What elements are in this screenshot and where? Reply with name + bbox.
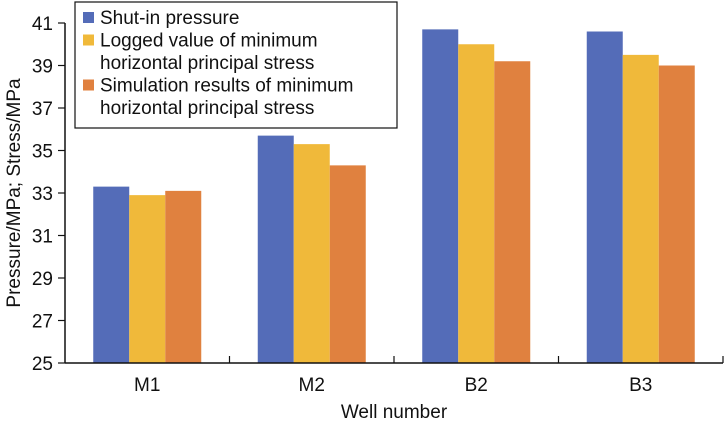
- bar-B2-series-2: [494, 61, 531, 363]
- y-tick-label: 39: [32, 57, 53, 78]
- bar-B3-series-2: [658, 65, 695, 363]
- bar-B3-series-1: [622, 54, 659, 363]
- legend-swatch: [83, 12, 94, 23]
- x-tick-label: B2: [465, 375, 488, 396]
- legend-label: Logged value of minimum: [100, 31, 318, 52]
- y-tick-label: 37: [32, 99, 53, 120]
- bar-M1-series-1: [129, 195, 166, 363]
- bar-B3-series-0: [586, 31, 623, 363]
- y-ticks: 25 27 29 31 33 35 37 39 41: [32, 14, 65, 375]
- bar-B2-series-0: [422, 29, 459, 363]
- legend-label: Simulation results of minimum: [100, 76, 353, 97]
- x-ticks: M1 M2 B2 B3: [134, 356, 724, 396]
- bar-B2-series-1: [458, 44, 495, 363]
- y-tick-label: 27: [32, 312, 53, 333]
- y-tick-label: 33: [32, 184, 53, 205]
- bar-M1-series-2: [165, 190, 202, 363]
- y-tick-label: 31: [32, 227, 53, 248]
- x-axis-title: Well number: [341, 402, 448, 423]
- bar-M1-series-0: [93, 186, 130, 363]
- bars-layer: [93, 29, 695, 363]
- x-tick-label: B3: [629, 375, 652, 396]
- y-tick-label: 41: [32, 14, 53, 35]
- legend-label: horizontal principal stress: [100, 53, 314, 74]
- y-tick-label: 35: [32, 142, 53, 163]
- y-tick-label: 25: [32, 354, 53, 375]
- x-tick-label: M2: [299, 375, 325, 396]
- bar-M2-series-2: [329, 165, 366, 363]
- legend-box: [74, 1, 398, 129]
- bar-M2-series-0: [257, 135, 294, 363]
- legend-swatch: [83, 34, 94, 46]
- bar-M2-series-1: [293, 144, 330, 363]
- y-axis-title: Pressure/MPa; Stress/MPa: [4, 78, 25, 308]
- x-tick-label: M1: [134, 375, 160, 396]
- legend-label: horizontal principal stress: [100, 98, 314, 119]
- y-tick-label: 29: [32, 269, 53, 290]
- legend-label: Shut-in pressure: [100, 8, 239, 29]
- legend-swatch: [83, 79, 94, 91]
